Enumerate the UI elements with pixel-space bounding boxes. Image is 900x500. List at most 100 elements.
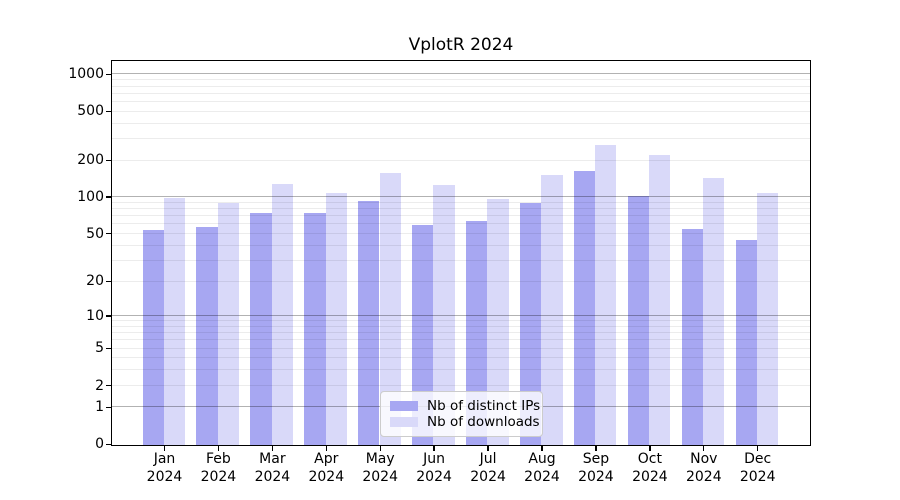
y-tick-mark-50 xyxy=(106,233,111,235)
gridline-minor-8 xyxy=(112,325,810,327)
gridline-minor-80 xyxy=(112,208,810,210)
x-tick-label-jul-2024: Jul 2024 xyxy=(448,451,528,486)
x-tick-mark-oct-2024 xyxy=(649,446,651,451)
gridline-minor-600 xyxy=(112,100,810,102)
bar-downloads-mar-2024 xyxy=(271,183,293,445)
gridline-minor-300 xyxy=(112,137,810,139)
year-line: 2024 xyxy=(470,468,506,485)
bar-distinct-ips-jan-2024 xyxy=(142,230,164,445)
gridline-minor-500 xyxy=(112,110,810,112)
year-line: 2024 xyxy=(308,468,345,485)
y-tick-mark-20 xyxy=(106,280,111,282)
year-line: 2024 xyxy=(685,468,722,485)
month-line: Jul xyxy=(479,451,497,467)
gridline-minor-70 xyxy=(112,215,810,217)
gridline-minor-400 xyxy=(112,122,810,124)
x-tick-mark-mar-2024 xyxy=(271,446,274,451)
bar-distinct-ips-feb-2024 xyxy=(196,226,218,445)
legend: Nb of distinct IPs Nb of downloads xyxy=(380,391,543,437)
x-tick-label-jan-2024: Jan 2024 xyxy=(125,451,205,486)
x-tick-label-feb-2024: Feb 2024 xyxy=(178,451,258,486)
y-tick-label-1000: 1000 xyxy=(68,66,104,83)
year-line: 2024 xyxy=(578,468,614,485)
y-tick-mark-100 xyxy=(106,196,111,198)
year-line: 2024 xyxy=(632,468,668,485)
bar-downloads-apr-2024 xyxy=(325,192,347,445)
legend-item-downloads: Nb of downloads xyxy=(390,414,540,430)
plot-area xyxy=(111,60,811,446)
bar-distinct-ips-jul-2024 xyxy=(466,220,488,445)
year-line: 2024 xyxy=(362,468,398,485)
chart-title: VplotR 2024 xyxy=(408,35,514,55)
year-line: 2024 xyxy=(146,468,183,485)
x-tick-label-oct-2024: Oct 2024 xyxy=(610,451,690,486)
bar-distinct-ips-mar-2024 xyxy=(250,213,272,445)
x-tick-label-aug-2024: Aug 2024 xyxy=(502,451,582,486)
bar-distinct-ips-nov-2024 xyxy=(681,228,704,445)
legend-swatch-distinct-ips xyxy=(390,401,418,411)
x-tick-mark-jun-2024 xyxy=(433,446,435,451)
gridline-minor-20 xyxy=(112,280,810,282)
bar-downloads-oct-2024 xyxy=(649,155,671,445)
year-line: 2024 xyxy=(254,468,291,485)
gridline-minor-3 xyxy=(112,369,810,371)
legend-label-downloads: Nb of downloads xyxy=(427,414,540,430)
legend-item-distinct-ips: Nb of distinct IPs xyxy=(390,398,540,414)
y-tick-label-1: 1 xyxy=(95,399,104,416)
bar-distinct-ips-oct-2024 xyxy=(627,196,650,445)
x-tick-mark-may-2024 xyxy=(379,446,381,451)
gridline-minor-7 xyxy=(112,332,810,334)
gridline-minor-2 xyxy=(112,384,810,386)
gridline-minor-700 xyxy=(112,92,810,94)
month-line: Jan xyxy=(153,451,176,467)
x-tick-label-dec-2024: Dec 2024 xyxy=(718,451,798,486)
gridline-minor-900 xyxy=(112,79,810,81)
bar-downloads-jun-2024 xyxy=(433,184,455,445)
bar-downloads-may-2024 xyxy=(379,172,401,445)
x-tick-mark-jan-2024 xyxy=(163,446,166,451)
month-line: Oct xyxy=(637,451,662,467)
gridline-major-100 xyxy=(112,195,810,198)
x-tick-label-apr-2024: Apr 2024 xyxy=(286,451,366,486)
month-line: Mar xyxy=(259,451,286,467)
bar-distinct-ips-may-2024 xyxy=(358,201,380,445)
year-line: 2024 xyxy=(416,468,452,485)
legend-label-distinct-ips: Nb of distinct IPs xyxy=(427,398,541,414)
x-tick-label-may-2024: May 2024 xyxy=(340,451,420,486)
year-line: 2024 xyxy=(200,468,237,485)
x-tick-mark-jul-2024 xyxy=(487,446,489,451)
bar-downloads-aug-2024 xyxy=(541,174,563,445)
y-tick-mark-5 xyxy=(106,347,111,349)
x-tick-mark-aug-2024 xyxy=(541,446,543,451)
gridline-major-1000 xyxy=(112,73,810,75)
bar-distinct-ips-dec-2024 xyxy=(735,239,757,445)
month-line: Jun xyxy=(423,451,446,467)
bar-distinct-ips-jun-2024 xyxy=(412,224,434,445)
y-tick-label-50: 50 xyxy=(86,225,104,242)
y-tick-mark-1000 xyxy=(106,73,111,75)
month-line: Nov xyxy=(690,451,718,467)
bar-downloads-nov-2024 xyxy=(703,177,725,445)
month-line: Feb xyxy=(205,451,231,467)
y-tick-mark-0 xyxy=(106,443,111,445)
y-tick-mark-10 xyxy=(106,315,111,317)
bar-distinct-ips-aug-2024 xyxy=(520,203,542,445)
y-tick-mark-2 xyxy=(106,384,111,387)
y-tick-label-0: 0 xyxy=(95,436,104,453)
gridline-minor-6 xyxy=(112,339,810,341)
x-tick-label-nov-2024: Nov 2024 xyxy=(664,451,744,486)
gridline-minor-50 xyxy=(112,233,810,234)
y-tick-mark-500 xyxy=(106,110,111,112)
x-tick-label-sep-2024: Sep 2024 xyxy=(556,451,636,486)
gridline-minor-30 xyxy=(112,259,810,261)
x-tick-mark-feb-2024 xyxy=(217,446,220,451)
bar-distinct-ips-apr-2024 xyxy=(304,213,326,445)
bar-downloads-dec-2024 xyxy=(757,192,779,445)
month-line: Dec xyxy=(744,451,772,467)
y-tick-label-10: 10 xyxy=(86,307,104,324)
month-line: May xyxy=(365,451,395,467)
bar-downloads-sep-2024 xyxy=(595,145,617,445)
y-tick-label-20: 20 xyxy=(86,273,104,290)
x-tick-mark-apr-2024 xyxy=(325,446,327,451)
